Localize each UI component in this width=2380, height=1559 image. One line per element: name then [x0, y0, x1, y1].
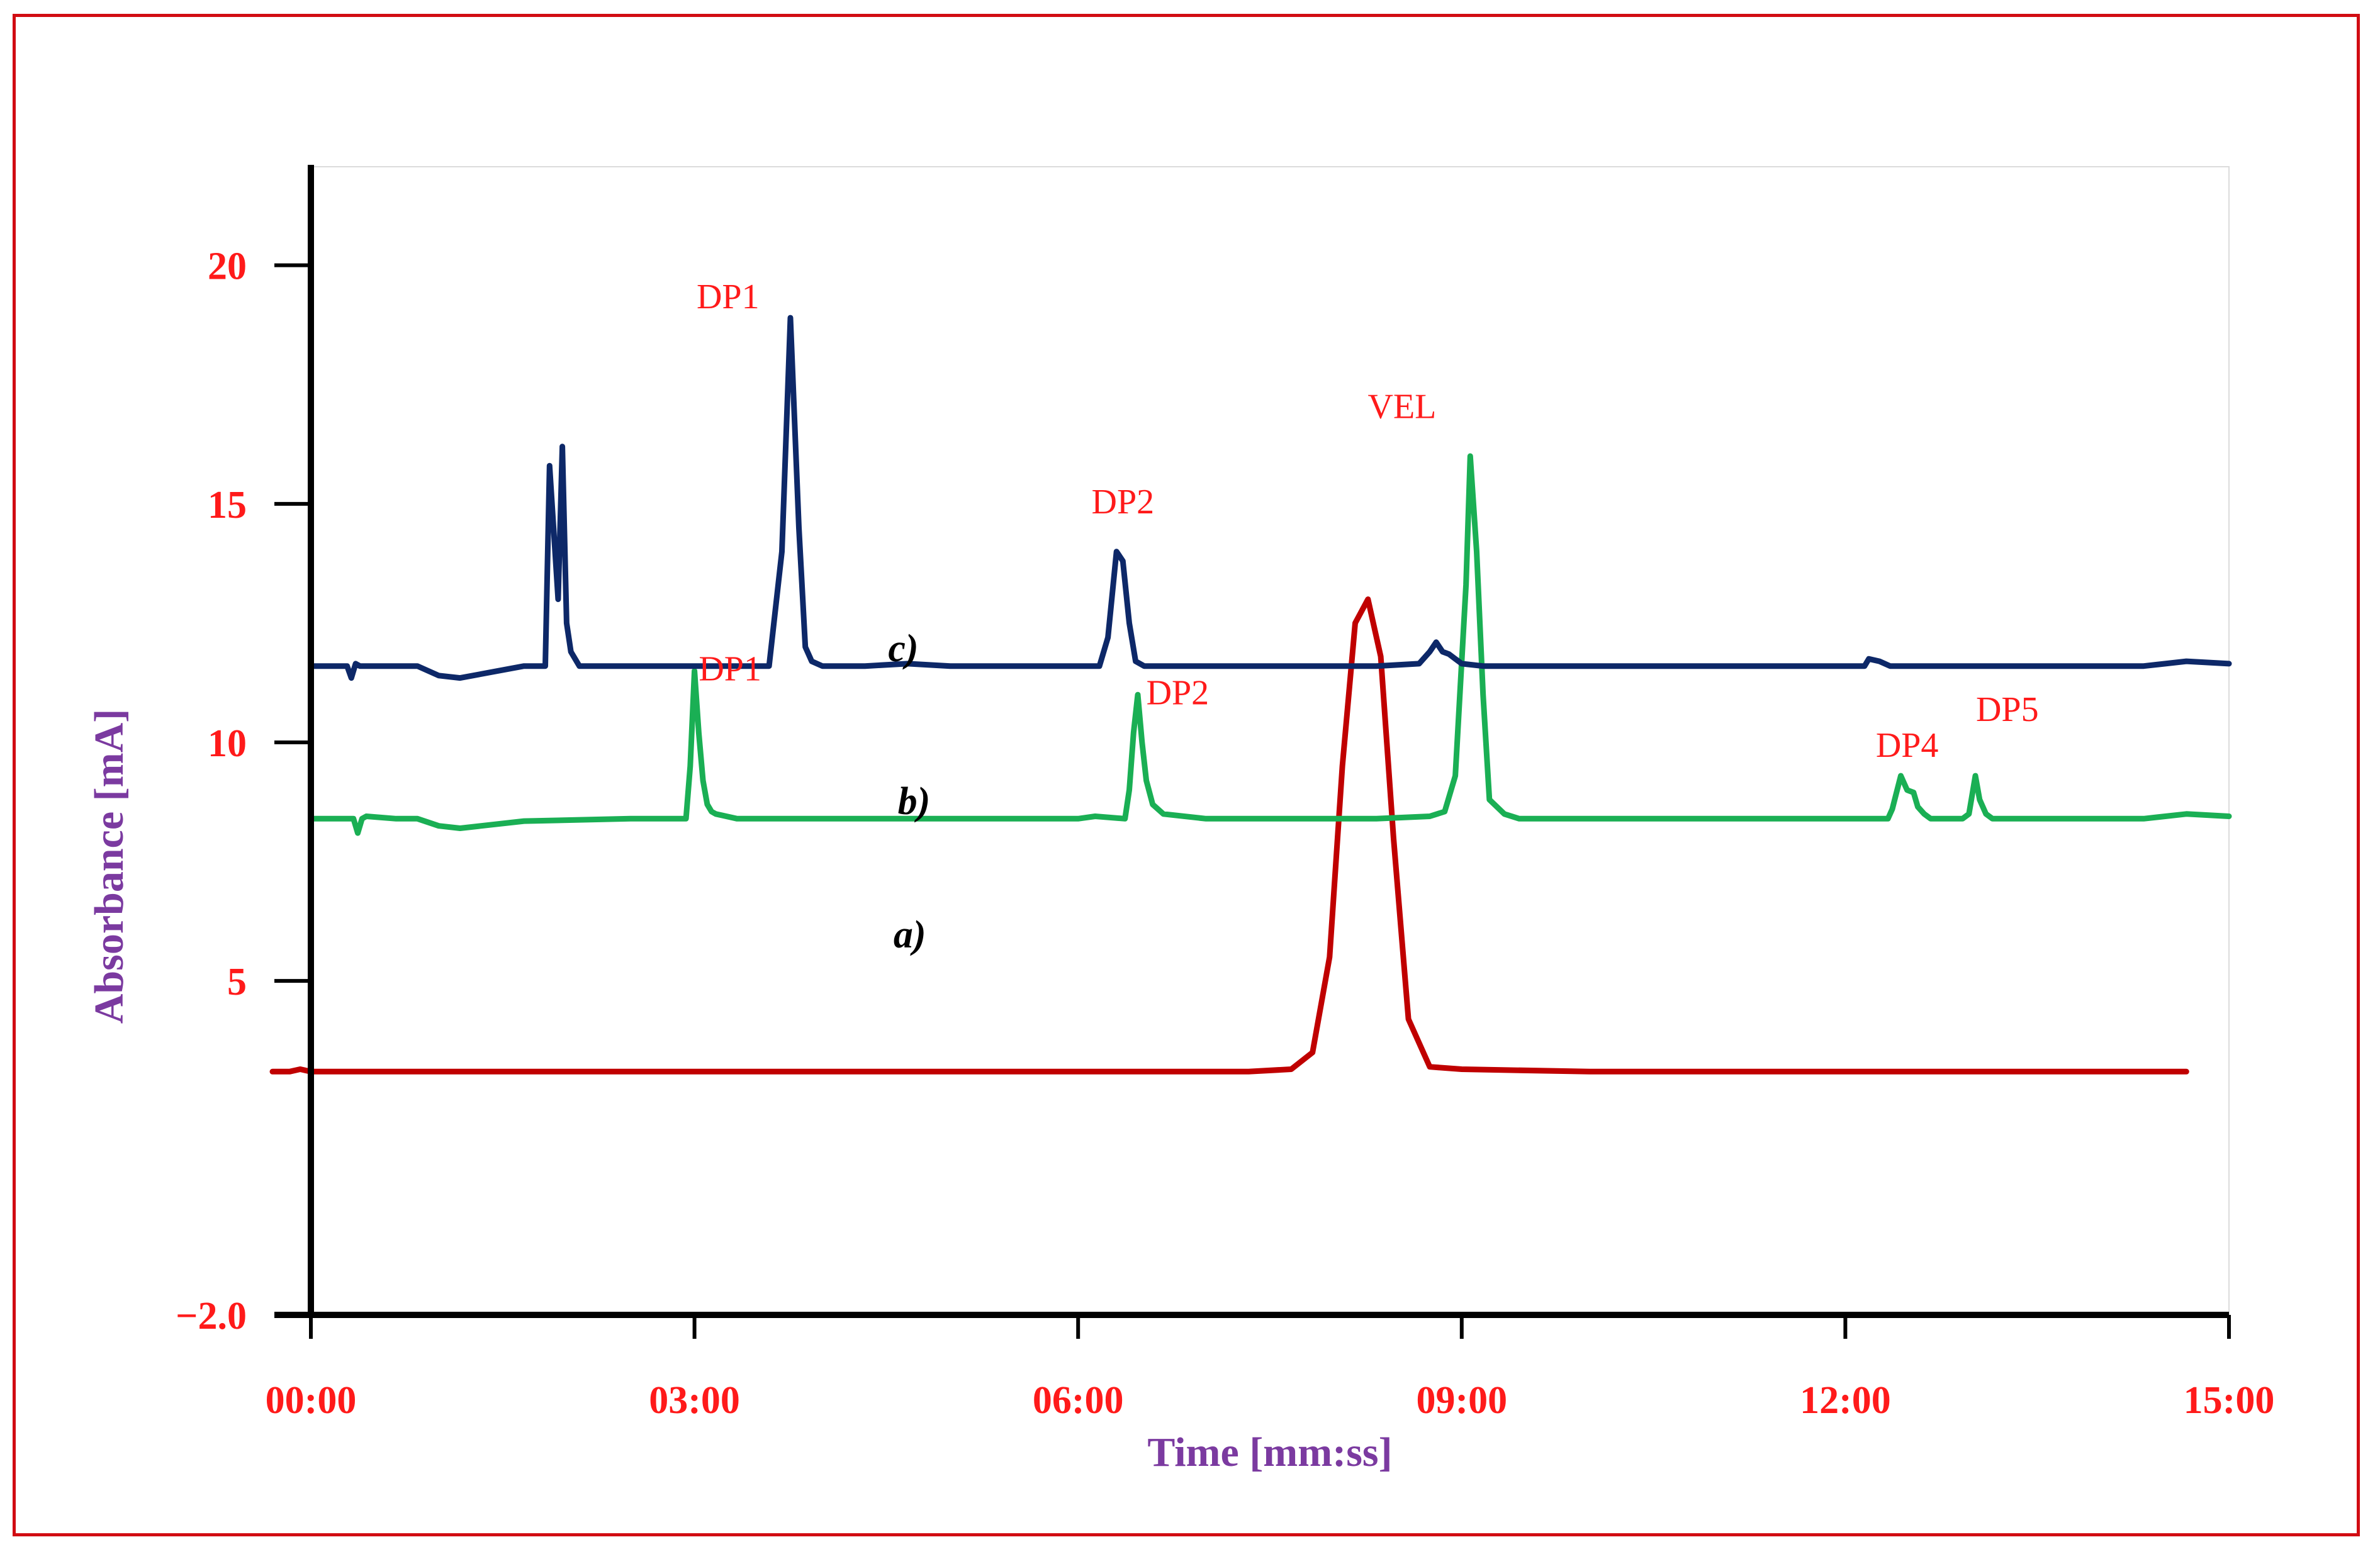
series-line-3	[308, 315, 2232, 681]
x-tick-label-2: 03:00	[649, 1379, 740, 1422]
figure-frame	[13, 14, 2360, 1536]
peak-annotation-1: DP1	[697, 277, 760, 316]
y-tick-label-3: 10	[208, 722, 247, 765]
series-layer	[269, 315, 2232, 1075]
x-tick-label-4: 09:00	[1416, 1379, 1507, 1422]
labels-layer: a) b) c) DP1 DP2 VEL DP1 DP2 DP4 DP5	[697, 277, 2039, 956]
peak-annotation-5: DP2	[1147, 673, 1210, 712]
y-tick-label-4: 15	[208, 484, 247, 527]
plot-area	[310, 166, 2230, 1316]
y-tick-label-2: 5	[227, 961, 247, 1003]
peak-annotation-7: DP5	[1976, 690, 2039, 729]
x-axis-title: Time [mm:ss]	[1147, 1429, 1392, 1475]
y-axis-title: Absorbance [mA]	[86, 709, 132, 1024]
peak-annotation-4: DP1	[699, 649, 761, 688]
ticks-layer: 00:00 03:00 06:00 09:00 12:00 15:00 −2.0 5 10 15 2…	[176, 245, 2274, 1422]
x-tick-label-3: 06:00	[1033, 1379, 1124, 1422]
series-label-1: a)	[894, 914, 926, 956]
peak-annotation-3: VEL	[1368, 387, 1437, 426]
series-line-1	[269, 596, 2189, 1075]
series-label-3: c)	[888, 627, 918, 670]
peak-annotation-2: DP2	[1092, 483, 1155, 522]
x-tick-label-5: 12:00	[1800, 1379, 1891, 1422]
x-tick-label-1: 00:00	[266, 1379, 357, 1422]
x-tick-label-6: 15:00	[2184, 1379, 2275, 1422]
y-tick-label-1: −2.0	[176, 1295, 247, 1338]
series-label-2: b)	[898, 780, 931, 823]
peak-annotation-6: DP4	[1876, 726, 1939, 765]
y-tick-label-5: 20	[208, 245, 247, 288]
series-line-2	[308, 453, 2232, 836]
